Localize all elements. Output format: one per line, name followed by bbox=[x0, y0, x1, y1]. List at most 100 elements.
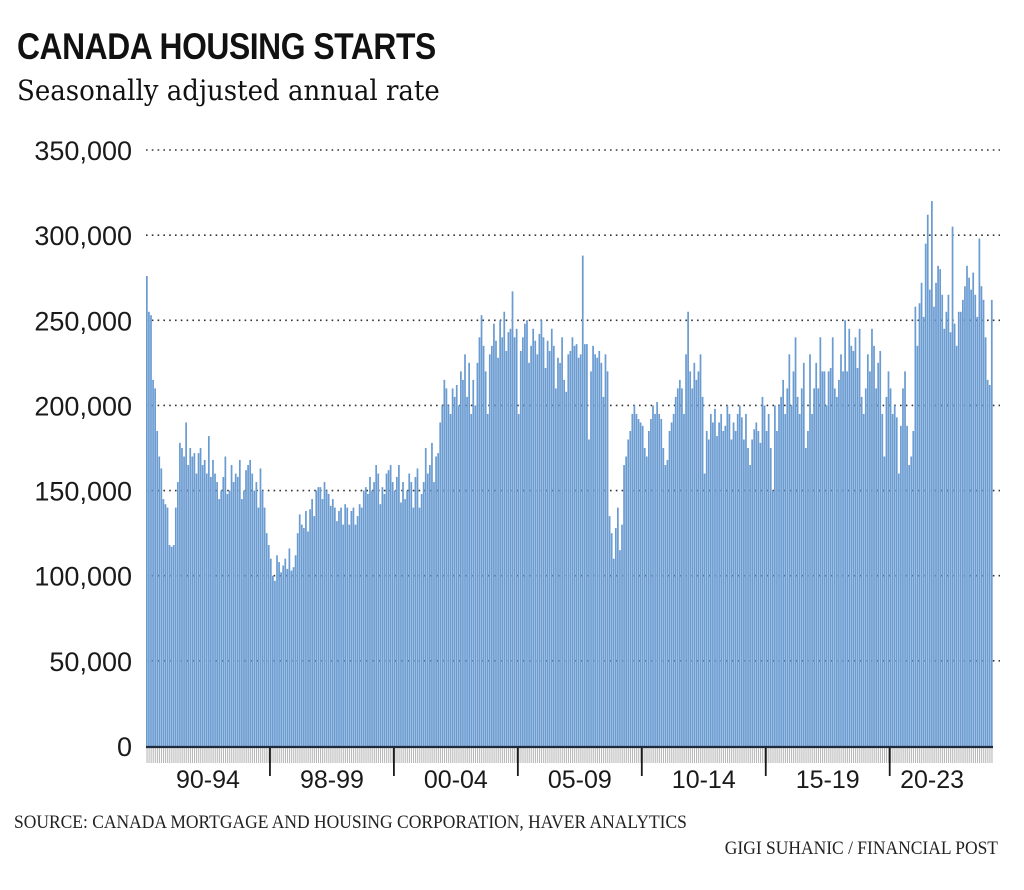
bar bbox=[689, 371, 692, 746]
bar bbox=[530, 345, 532, 746]
bar bbox=[207, 436, 210, 746]
bar bbox=[581, 255, 584, 746]
bar bbox=[474, 405, 477, 746]
bar bbox=[883, 456, 886, 746]
bar bbox=[964, 286, 966, 746]
bar bbox=[247, 465, 249, 746]
bar bbox=[871, 328, 873, 746]
bar bbox=[358, 504, 361, 746]
bar bbox=[476, 362, 479, 746]
bar bbox=[714, 408, 716, 746]
y-tick-label: 100,000 bbox=[34, 562, 132, 592]
bar bbox=[571, 337, 574, 746]
bar bbox=[678, 379, 681, 746]
bar bbox=[238, 459, 241, 746]
bar bbox=[943, 328, 946, 746]
bar bbox=[311, 499, 313, 746]
bar bbox=[598, 350, 601, 746]
bar bbox=[185, 422, 187, 746]
bar bbox=[179, 442, 181, 746]
bar bbox=[282, 565, 285, 746]
bar bbox=[718, 422, 720, 746]
bar bbox=[327, 493, 330, 746]
bar bbox=[379, 504, 382, 746]
bar bbox=[538, 333, 541, 746]
bar bbox=[251, 473, 254, 746]
bar bbox=[488, 354, 491, 746]
bar bbox=[451, 388, 454, 746]
bar bbox=[555, 388, 557, 746]
bar bbox=[470, 413, 473, 746]
bar bbox=[517, 413, 520, 746]
bar bbox=[317, 487, 320, 746]
bar bbox=[548, 350, 551, 746]
bar bbox=[623, 465, 625, 746]
bar bbox=[788, 354, 791, 746]
bar bbox=[918, 303, 921, 746]
bar bbox=[199, 448, 202, 746]
x-tick-label: 15-19 bbox=[796, 766, 860, 794]
bar bbox=[881, 413, 884, 746]
bar bbox=[955, 345, 958, 746]
bar bbox=[912, 430, 915, 746]
bar bbox=[703, 473, 706, 746]
bar bbox=[486, 413, 489, 746]
bar bbox=[817, 388, 820, 746]
bar bbox=[300, 524, 303, 746]
bar bbox=[391, 482, 394, 746]
bar bbox=[292, 567, 295, 746]
bar bbox=[265, 533, 268, 746]
bar bbox=[187, 465, 190, 746]
bar bbox=[577, 357, 580, 746]
bar bbox=[371, 490, 373, 746]
bar bbox=[815, 362, 818, 746]
bar bbox=[928, 289, 931, 746]
bar bbox=[336, 521, 338, 746]
bar bbox=[331, 499, 334, 746]
bar bbox=[726, 405, 729, 746]
bar bbox=[933, 306, 935, 746]
bar bbox=[819, 337, 822, 746]
bar bbox=[695, 379, 698, 746]
bar bbox=[373, 482, 375, 746]
bar bbox=[660, 419, 663, 746]
bar bbox=[676, 388, 679, 746]
y-tick-label: 200,000 bbox=[34, 391, 132, 421]
bar bbox=[947, 294, 950, 746]
bar bbox=[922, 316, 925, 746]
minor-tick-band bbox=[146, 748, 993, 763]
bar bbox=[381, 487, 384, 746]
bar bbox=[257, 507, 260, 746]
bar bbox=[656, 402, 658, 746]
bar bbox=[786, 388, 789, 746]
bar bbox=[255, 482, 258, 746]
bar bbox=[951, 226, 954, 746]
bar bbox=[445, 388, 448, 746]
bar bbox=[294, 555, 297, 746]
bar bbox=[524, 323, 526, 746]
bar bbox=[354, 524, 357, 746]
bar bbox=[431, 442, 433, 746]
bar bbox=[751, 439, 754, 746]
bar bbox=[838, 379, 840, 746]
bar bbox=[590, 371, 592, 746]
bar bbox=[453, 396, 456, 746]
bar bbox=[910, 456, 913, 746]
bar bbox=[685, 354, 687, 746]
bar bbox=[716, 436, 718, 746]
bar bbox=[906, 425, 908, 746]
bar bbox=[902, 388, 904, 746]
bar bbox=[464, 354, 466, 746]
bar bbox=[243, 490, 245, 746]
y-tick-label: 350,000 bbox=[34, 136, 132, 166]
bar bbox=[183, 456, 185, 746]
bar bbox=[205, 473, 208, 746]
bar bbox=[759, 442, 762, 746]
bar bbox=[941, 294, 944, 746]
bar bbox=[650, 419, 652, 746]
bar bbox=[668, 430, 671, 746]
x-tick-label: 10-14 bbox=[672, 766, 736, 794]
bar bbox=[968, 277, 970, 746]
bar bbox=[604, 354, 607, 746]
bar bbox=[778, 405, 780, 746]
